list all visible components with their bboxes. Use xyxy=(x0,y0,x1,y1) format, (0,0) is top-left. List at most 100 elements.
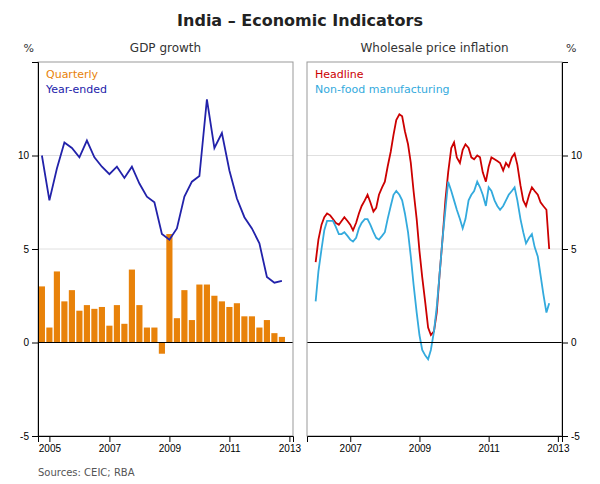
bar xyxy=(174,318,180,342)
line xyxy=(316,182,550,360)
y-label: % xyxy=(566,42,576,55)
panel-title: GDP growth xyxy=(130,41,201,55)
bar xyxy=(69,290,75,342)
tick-label: 0 xyxy=(23,337,29,348)
source: Sources: CEIC; RBA xyxy=(38,467,135,478)
tick: 2007 xyxy=(340,436,363,454)
x-axis: 2005 2007 2009 2011 2013 xyxy=(39,436,302,454)
tick-label: 2013 xyxy=(547,443,570,454)
tick-label: 2013 xyxy=(279,443,302,454)
plot-frame xyxy=(38,62,293,436)
bar xyxy=(204,285,210,343)
grid xyxy=(38,156,293,437)
bar xyxy=(106,326,112,343)
tick-mark xyxy=(109,436,110,442)
tick-mark xyxy=(32,343,38,344)
tick: 2011 xyxy=(478,436,500,454)
bar xyxy=(91,309,97,343)
bar xyxy=(256,328,262,343)
tick-mark xyxy=(489,436,490,442)
bar xyxy=(279,337,285,343)
legend-entry: Quarterly xyxy=(46,68,99,81)
bar xyxy=(39,286,45,342)
zero-line xyxy=(307,342,562,343)
panel-title: Wholesale price inflation xyxy=(360,41,508,55)
bar xyxy=(129,270,135,343)
marks xyxy=(39,99,285,353)
tick-mark xyxy=(562,436,568,437)
tick: -5 xyxy=(562,431,580,442)
bar xyxy=(166,234,172,342)
bar xyxy=(249,316,255,342)
axis-line xyxy=(563,63,569,437)
tick: 2013 xyxy=(279,436,302,454)
tick-label: 2005 xyxy=(39,443,62,454)
tick-mark xyxy=(558,436,559,442)
tick-mark xyxy=(562,156,568,157)
bar xyxy=(271,333,277,342)
tick: 5 xyxy=(23,244,38,255)
bar xyxy=(234,303,240,342)
axis-line xyxy=(32,63,39,437)
bar xyxy=(99,307,105,343)
grid-line xyxy=(307,342,562,343)
tick-mark xyxy=(49,436,50,442)
tick-label: 0 xyxy=(571,337,577,348)
legend-entry: Year-ended xyxy=(45,83,107,96)
tick: 2005 xyxy=(39,436,62,454)
tick-mark xyxy=(229,436,230,442)
bars xyxy=(39,234,285,354)
tick-label: 2007 xyxy=(99,443,122,454)
zero-line xyxy=(38,342,293,343)
line xyxy=(316,114,550,335)
bar xyxy=(84,305,90,342)
tick-label: 2011 xyxy=(478,443,500,454)
tick-label: 2007 xyxy=(340,443,363,454)
tick-label: -5 xyxy=(571,431,580,442)
tick-label: 5 xyxy=(571,244,577,255)
bar xyxy=(219,301,225,342)
bar xyxy=(114,305,120,342)
bar xyxy=(54,271,60,342)
line xyxy=(42,99,282,282)
grid-line xyxy=(307,155,562,156)
tick-mark xyxy=(419,436,420,442)
x-axis: 2007 2009 2011 2013 xyxy=(308,436,570,454)
bar xyxy=(144,328,150,343)
legend-entry: Non-food manufacturing xyxy=(315,83,450,96)
tick: 2011 xyxy=(219,436,241,454)
tick-mark xyxy=(169,436,170,442)
panel: 20052007200920112013-50510GDP growth%Qua… xyxy=(18,41,302,454)
tick: 10 xyxy=(562,150,583,161)
bar xyxy=(46,328,52,343)
tick-label: 10 xyxy=(18,150,30,161)
tick-mark xyxy=(32,156,38,157)
tick-label: 2009 xyxy=(159,443,182,454)
bar xyxy=(181,290,187,342)
tick: 0 xyxy=(562,337,577,348)
bar xyxy=(151,328,157,343)
tick-mark xyxy=(289,436,290,442)
grid-line xyxy=(38,342,293,343)
legend: Quarterly Year-ended xyxy=(45,68,107,96)
y-axis: -5 0 5 10 xyxy=(18,63,39,442)
bar xyxy=(264,320,270,342)
bar xyxy=(196,285,202,343)
bar xyxy=(226,307,232,343)
grid-line xyxy=(38,249,293,250)
tick-label: -5 xyxy=(20,431,29,442)
grid-line xyxy=(38,155,293,156)
tick-mark xyxy=(32,436,38,437)
tick-label: 2009 xyxy=(409,443,432,454)
axis-line xyxy=(308,437,563,443)
grid-line xyxy=(307,249,562,250)
bar xyxy=(136,305,142,342)
tick-label: 10 xyxy=(571,150,583,161)
axis-line xyxy=(39,437,294,443)
tick: 0 xyxy=(23,337,38,348)
y-axis: -5 0 5 10 xyxy=(562,63,583,442)
tick: 5 xyxy=(562,244,577,255)
marks xyxy=(316,114,550,359)
legend: HeadlineNon-food manufacturing xyxy=(315,68,450,96)
panel: 2007 2009 2011 2013-5 0 5 10 Wholesale price in… xyxy=(307,41,583,454)
